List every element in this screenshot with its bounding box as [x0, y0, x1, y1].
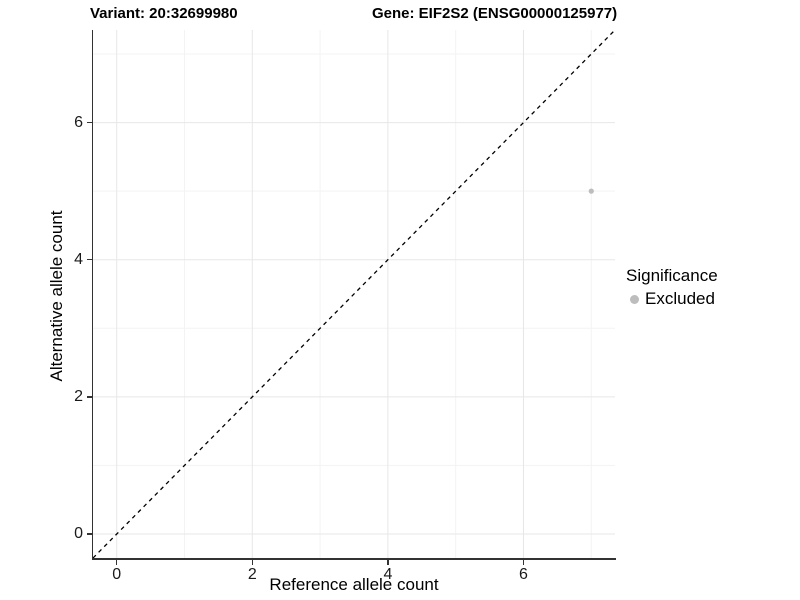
legend-item: Excluded [626, 289, 718, 309]
y-tick-label: 6 [74, 113, 83, 131]
x-tick-label: 2 [247, 566, 257, 583]
plot-title-variant: Variant: 20:32699980 [90, 5, 238, 22]
identity-reference-line [93, 30, 615, 558]
x-tick-label: 4 [383, 566, 393, 583]
legend-title: Significance [626, 266, 718, 285]
x-tick-label: 0 [112, 566, 122, 583]
x-tick-mark [387, 559, 389, 565]
data-point [588, 188, 594, 194]
legend-key-dot-icon [630, 294, 639, 304]
y-tick-mark [86, 396, 92, 398]
x-tick-mark [115, 559, 118, 565]
y-tick-mark [86, 533, 92, 535]
x-axis-title: Reference allele count [269, 575, 439, 594]
x-tick-mark [522, 559, 525, 565]
y-tick-label: 0 [74, 525, 83, 542]
plot-panel [93, 30, 615, 558]
x-axis-line [91, 558, 616, 560]
y-tick-mark [86, 121, 92, 124]
x-tick-label: 6 [519, 566, 528, 583]
legend: Significance Excluded [626, 266, 718, 309]
y-axis-title: Alternative allele count [47, 210, 66, 382]
plot-canvas [93, 30, 615, 558]
y-axis-line [91, 30, 93, 559]
y-tick-label: 2 [74, 387, 83, 405]
y-tick-mark [86, 258, 92, 261]
x-tick-mark [251, 559, 254, 565]
legend-item-label: Excluded [645, 289, 715, 308]
plot-title-gene: Gene: EIF2S2 (ENSG00000125977) [372, 5, 618, 22]
legend-items: Excluded [626, 289, 718, 309]
y-tick-label: 4 [74, 250, 83, 268]
